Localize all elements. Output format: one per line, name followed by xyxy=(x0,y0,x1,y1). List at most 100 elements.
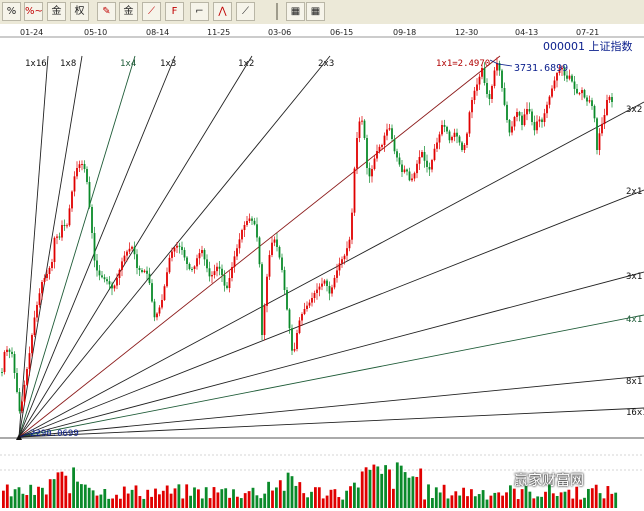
candle-body xyxy=(611,97,613,102)
toolbar-step-tool-button[interactable]: ⌐ xyxy=(190,2,209,21)
candle-body xyxy=(516,112,518,117)
volume-bar xyxy=(126,493,130,508)
volume-bar xyxy=(442,484,446,508)
candle-body xyxy=(423,152,426,161)
candle-body xyxy=(131,246,133,249)
toolbar-fan-tool-button[interactable]: ⋀ xyxy=(213,2,232,21)
volume-bar xyxy=(458,495,462,508)
candle-body xyxy=(266,276,268,306)
candle-body xyxy=(168,257,171,273)
candle-body xyxy=(43,278,46,282)
volume-bar xyxy=(321,498,325,508)
candle-body xyxy=(271,242,273,255)
gann-fan-line xyxy=(18,271,644,438)
candle-body xyxy=(228,278,231,288)
volume-bar xyxy=(5,484,9,508)
toolbar-weight-button[interactable]: 权 xyxy=(70,2,89,21)
candle-body xyxy=(476,84,478,91)
volume-bar xyxy=(419,468,423,508)
candle-body xyxy=(578,93,581,95)
volume-bar xyxy=(107,498,111,508)
candle-body xyxy=(298,320,301,333)
volume-bar xyxy=(434,487,438,508)
volume-bar xyxy=(427,484,430,508)
volume-bar xyxy=(115,494,118,508)
candle-body xyxy=(386,129,388,136)
toolbar-percent-button[interactable]: % xyxy=(2,2,21,21)
candle-body xyxy=(366,138,368,168)
volume-bar xyxy=(540,496,543,508)
candle-body xyxy=(253,220,256,225)
volume-bar xyxy=(384,465,387,508)
candle-body xyxy=(458,136,461,143)
volume-bar xyxy=(587,488,590,508)
volume-bar xyxy=(368,469,372,508)
toolbar-f-tool-button[interactable]: F xyxy=(165,2,184,21)
volume-bar xyxy=(403,472,407,508)
date-label: 12-30 xyxy=(455,28,478,37)
volume-bar xyxy=(278,480,282,508)
volume-bar xyxy=(341,499,345,508)
gann-fan-line xyxy=(18,189,644,438)
candle-body xyxy=(348,239,351,249)
volume-bar xyxy=(37,486,40,508)
toolbar-gold-button[interactable]: 金 xyxy=(47,2,66,21)
fan-label-right: 3x2 xyxy=(626,105,642,115)
candle-body xyxy=(163,286,166,300)
candle-body xyxy=(303,309,306,314)
candle-body xyxy=(76,168,78,177)
fan-label-top: 1x3 xyxy=(160,59,176,69)
candle-body xyxy=(81,164,83,165)
toolbar-grid-1-button[interactable]: ▦ xyxy=(286,2,305,21)
candle-body xyxy=(23,384,26,402)
toolbar-pen-button[interactable]: ✎ xyxy=(97,2,116,21)
volume-bar xyxy=(91,490,95,508)
fan-pivot-marker[interactable] xyxy=(16,434,22,440)
candle-body xyxy=(566,75,568,79)
candle-body xyxy=(511,126,513,133)
volume-bar xyxy=(489,495,493,508)
candle-body xyxy=(148,273,151,284)
toolbar-grid-2-button[interactable]: ▦ xyxy=(306,2,325,21)
candle-body xyxy=(403,169,406,172)
fan-label-right: 16x1 xyxy=(626,408,644,418)
candle-body xyxy=(216,266,218,272)
candle-body xyxy=(218,266,221,269)
candle-body xyxy=(356,138,358,169)
candle-body xyxy=(571,75,573,82)
volume-bar xyxy=(294,485,298,508)
candle-body xyxy=(426,160,428,167)
volume-bar xyxy=(72,467,75,508)
candle-body xyxy=(421,152,423,157)
candle-body xyxy=(61,225,63,238)
candle-body xyxy=(503,88,506,105)
date-label: 06-15 xyxy=(330,28,353,37)
candle-body xyxy=(531,111,533,122)
volume-bar xyxy=(275,487,278,508)
fan-label-top: 1x16 xyxy=(25,59,47,69)
candle-body xyxy=(558,69,561,73)
candle-body xyxy=(313,293,316,298)
candle-body xyxy=(226,285,228,288)
toolbar-line-tool-button[interactable]: ⟋ xyxy=(142,2,161,21)
toolbar-ray-tool-button[interactable]: ⟋ xyxy=(236,2,255,21)
candle-body xyxy=(343,255,346,260)
toolbar-percent-change-button[interactable]: %~ xyxy=(24,2,43,21)
volume-bar xyxy=(372,464,376,508)
candle-body xyxy=(368,168,371,177)
candle-body xyxy=(548,96,551,105)
fan-label-right: 3x1 xyxy=(626,272,642,282)
volume-bar xyxy=(345,490,348,508)
toolbar-gold-2-button[interactable]: 金 xyxy=(119,2,138,21)
candle-body xyxy=(108,281,111,285)
candle-body xyxy=(528,109,531,112)
candle-body xyxy=(146,270,148,274)
volume-bar xyxy=(267,481,270,508)
candle-body xyxy=(433,148,436,160)
candle-body xyxy=(3,352,6,372)
volume-bar xyxy=(528,491,532,508)
volume-bar xyxy=(509,485,512,508)
candle-body xyxy=(328,286,331,294)
volume-bar xyxy=(598,493,602,508)
candle-body xyxy=(86,169,88,182)
